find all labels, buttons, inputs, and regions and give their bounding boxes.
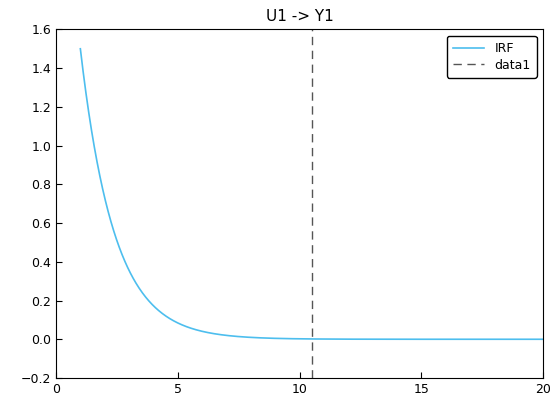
IRF — [438, 337, 445, 342]
Legend: IRF, data1: IRF, data1 — [447, 36, 537, 78]
IRF — [446, 337, 453, 342]
IRF — [540, 337, 547, 342]
Line: IRF: IRF — [81, 49, 543, 339]
IRF — [264, 336, 271, 341]
data1 — [309, 143, 315, 148]
IRF — [77, 46, 84, 51]
IRF — [124, 265, 131, 270]
IRF — [281, 336, 288, 341]
Title: U1 -> Y1: U1 -> Y1 — [266, 9, 333, 24]
IRF — [395, 337, 402, 342]
data1 — [309, 337, 315, 342]
